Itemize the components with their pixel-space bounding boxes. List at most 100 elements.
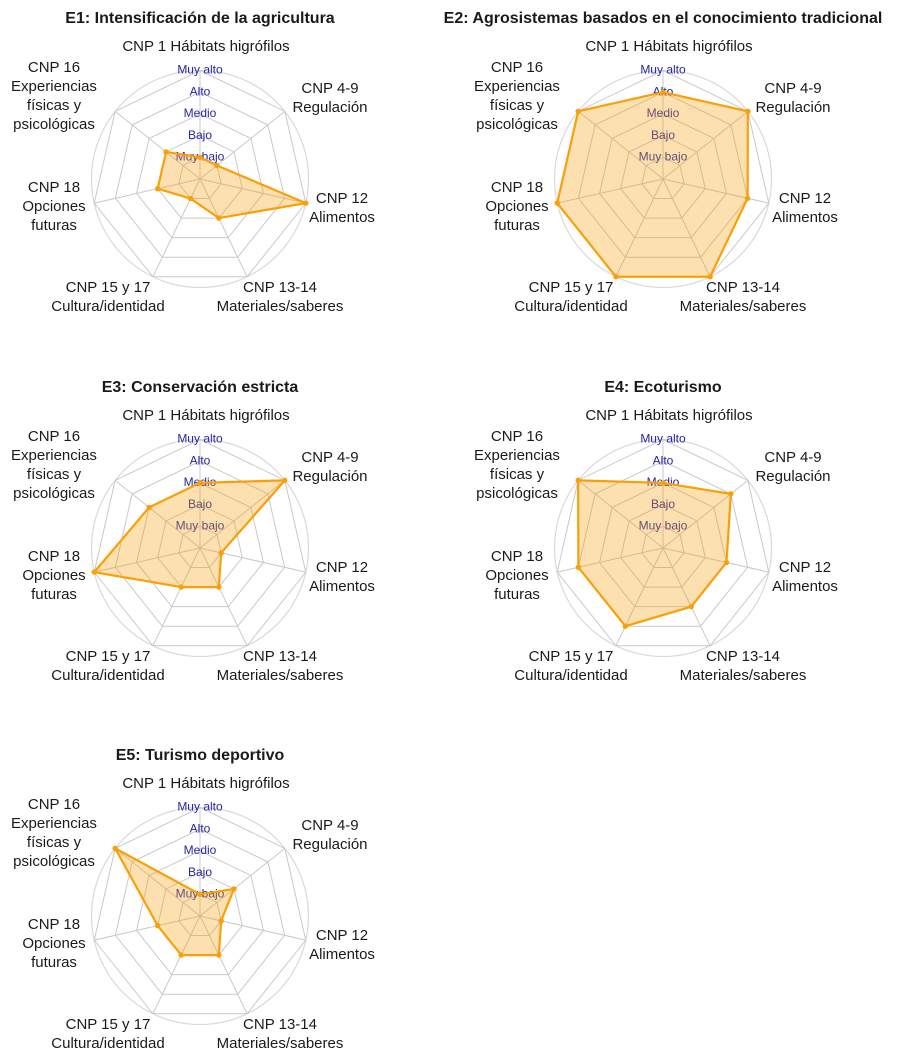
axis-label-cnp13-14-line2: Materiales/saberes	[217, 298, 344, 315]
axis-spoke-cnp4-9	[662, 479, 749, 549]
data-point-cnp1	[660, 480, 666, 486]
data-point-cnp18	[554, 200, 560, 206]
data-point-cnp4-9	[231, 886, 237, 892]
axis-spoke-cnp12	[662, 178, 769, 204]
axis-spoke-cnp15-17	[615, 547, 664, 646]
panel-title-e2: E2: Agrosistemas basados en el conocimie…	[444, 10, 883, 27]
axis-spoke-cnp4-9	[662, 110, 749, 180]
axis-label-cnp16-line3: físicas y	[27, 466, 82, 483]
data-point-cnp13-14	[216, 215, 222, 221]
axis-label-cnp12-line2: Alimentos	[772, 209, 838, 226]
axis-label-cnp4-9-line2: Regulación	[292, 99, 367, 116]
axis-spoke-cnp13-14	[199, 178, 248, 277]
data-point-cnp13-14	[707, 274, 713, 280]
data-point-cnp12	[744, 195, 751, 202]
ring-label-alto: Alto	[653, 453, 674, 467]
grid-ring-1	[178, 893, 222, 937]
ring-label-muy-alto: Muy alto	[640, 432, 686, 446]
axis-spoke-cnp16	[577, 479, 664, 549]
grid-ring-4	[114, 460, 286, 627]
axis-label-cnp4-9-line2: Regulación	[292, 836, 367, 853]
axis-label-cnp4-9-line1: CNP 4-9	[301, 80, 358, 97]
axis-label-cnp4-9-line1: CNP 4-9	[764, 449, 821, 466]
axis-label-cnp13-14-line1: CNP 13-14	[243, 1016, 317, 1033]
axis-spoke-cnp18	[94, 915, 201, 941]
grid-ring-4	[114, 91, 286, 258]
ring-label-medio: Medio	[184, 843, 217, 857]
data-point-cnp18	[154, 185, 161, 192]
ring-label-muy-alto: Muy alto	[177, 432, 223, 446]
axis-label-cnp16-line2: Experiencias	[11, 78, 97, 95]
axis-label-cnp18-line3: futuras	[31, 586, 77, 603]
axis-label-cnp18-line2: Opciones	[485, 198, 548, 215]
grid-ring-2	[620, 135, 706, 219]
axis-label-cnp4-9-line1: CNP 4-9	[764, 80, 821, 97]
ring-label-bajo: Bajo	[188, 497, 212, 511]
ring-label-bajo: Bajo	[188, 128, 212, 142]
axis-label-cnp12-line1: CNP 12	[779, 190, 831, 207]
axis-label-cnp15-17-line1: CNP 15 y 17	[66, 1016, 151, 1033]
axis-label-cnp13-14-line2: Materiales/saberes	[217, 1035, 344, 1052]
axis-label-cnp4-9-line2: Regulación	[755, 99, 830, 116]
axis-label-cnp18-line3: futuras	[494, 217, 540, 234]
axis-spoke-cnp4-9	[199, 479, 286, 549]
data-point-cnp1	[197, 891, 203, 897]
ring-label-alto: Alto	[190, 453, 211, 467]
axis-label-cnp15-17-line1: CNP 15 y 17	[66, 279, 151, 296]
axis-label-cnp12-line1: CNP 12	[316, 559, 368, 576]
ring-label-muy-bajo: Muy bajo	[639, 149, 688, 163]
panel-title-e1: E1: Intensificación de la agricultura	[65, 10, 335, 27]
axis-label-cnp12-line1: CNP 12	[316, 190, 368, 207]
axis-spoke-cnp16	[114, 847, 201, 917]
axis-label-cnp4-9-line2: Regulación	[292, 468, 367, 485]
axis-label-cnp13-14-line2: Materiales/saberes	[217, 667, 344, 684]
data-point-cnp12	[218, 918, 224, 924]
data-point-cnp1	[660, 89, 666, 95]
axis-spoke-cnp18	[94, 547, 201, 573]
axis-label-cnp15-17-line2: Cultura/identidad	[51, 667, 164, 684]
axis-label-cnp1-line1: CNP 1 Hábitats higrófilos	[585, 38, 752, 55]
axis-label-cnp1-line1: CNP 1 Hábitats higrófilos	[122, 407, 289, 424]
axis-label-cnp16-line2: Experiencias	[474, 447, 560, 464]
axis-spoke-cnp12	[199, 547, 306, 573]
data-point-cnp15-17	[187, 195, 194, 202]
axis-label-cnp18-line1: CNP 18	[28, 548, 80, 565]
ring-label-muy-alto: Muy alto	[177, 63, 223, 77]
grid-ring-1	[178, 525, 222, 569]
grid-ring-1	[178, 156, 222, 200]
panel-title-e5: E5: Turismo deportivo	[116, 747, 285, 764]
axis-spoke-cnp4-9	[199, 847, 286, 917]
grid-ring-3	[598, 113, 728, 239]
axis-label-cnp12-line1: CNP 12	[779, 559, 831, 576]
axis-label-cnp16-line2: Experiencias	[11, 447, 97, 464]
panel-title-e3: E3: Conservación estricta	[102, 379, 299, 396]
axis-label-cnp16-line2: Experiencias	[11, 815, 97, 832]
axis-label-cnp16-line1: CNP 16	[491, 59, 543, 76]
axis-label-cnp16-line3: físicas y	[27, 97, 82, 114]
axis-label-cnp15-17-line2: Cultura/identidad	[51, 1035, 164, 1052]
axis-label-cnp15-17-line2: Cultura/identidad	[514, 667, 627, 684]
axis-spoke-cnp16	[114, 479, 201, 549]
grid-ring-2	[620, 504, 706, 588]
axis-label-cnp1-line1: CNP 1 Hábitats higrófilos	[585, 407, 752, 424]
data-point-cnp16	[163, 149, 169, 155]
axis-label-cnp16-line4: psicológicas	[476, 485, 558, 502]
grid-ring-1	[641, 525, 685, 569]
axis-label-cnp15-17-line2: Cultura/identidad	[51, 298, 164, 315]
axis-label-cnp4-9-line2: Regulación	[755, 468, 830, 485]
axis-spoke-cnp13-14	[662, 178, 711, 277]
axis-label-cnp4-9-line1: CNP 4-9	[301, 449, 358, 466]
data-point-cnp16	[575, 477, 581, 484]
data-point-cnp18	[91, 569, 97, 575]
axis-label-cnp13-14-line1: CNP 13-14	[706, 648, 780, 665]
data-polygon	[93, 479, 286, 589]
ring-label-bajo: Bajo	[188, 865, 212, 879]
axis-label-cnp12-line2: Alimentos	[309, 578, 375, 595]
axis-label-cnp16-line1: CNP 16	[28, 796, 80, 813]
axis-label-cnp15-17-line1: CNP 15 y 17	[66, 648, 151, 665]
